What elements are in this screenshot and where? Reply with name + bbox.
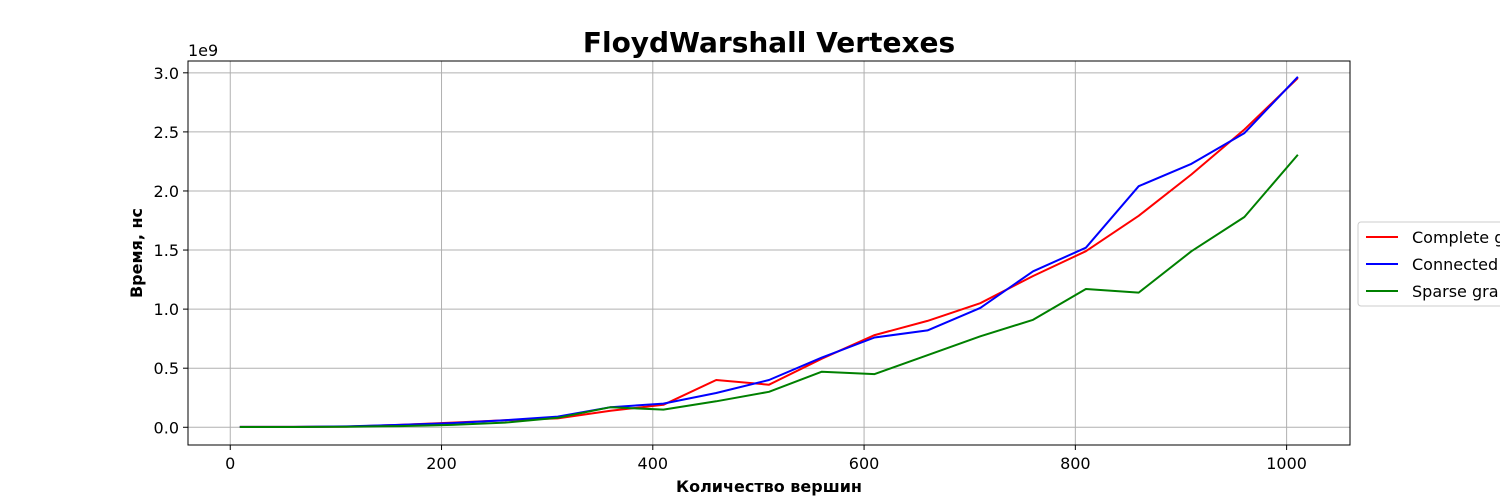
x-tick-label: 600 [849, 454, 880, 473]
x-axis-ticks: 0 200 400 600 800 1000 [225, 445, 1307, 473]
grid [188, 61, 1350, 445]
x-tick-label: 800 [1060, 454, 1091, 473]
plot-series [239, 76, 1299, 428]
y-axis-title: Время, нс [127, 208, 146, 298]
legend-label-sparse-graph: Sparse gra [1412, 282, 1499, 301]
complete-graph-series-line [239, 77, 1299, 428]
y-tick-label: 3.0 [154, 64, 179, 83]
y-tick-label: 1.0 [154, 300, 179, 319]
chart-title: FloydWarshall Vertexes [583, 26, 955, 59]
x-tick-label: 1000 [1266, 454, 1307, 473]
legend-box [1357, 221, 1500, 307]
legend-label-connected-graph: Connected [1412, 255, 1498, 274]
sparse-graph-series-line [239, 154, 1299, 428]
y-axis-ticks: 0.0 0.5 1.0 1.5 2.0 2.5 3.0 [154, 64, 188, 437]
plot-frame [187, 60, 1351, 446]
y-offset-label: 1e9 [188, 41, 218, 60]
y-tick-label: 0.0 [154, 418, 179, 437]
x-tick-label: 400 [638, 454, 669, 473]
connected-graph-series-line [239, 76, 1299, 428]
x-axis-title: Количество вершин [676, 477, 862, 496]
legend-label-complete-graph: Complete g [1412, 228, 1500, 247]
x-tick-label: 200 [426, 454, 457, 473]
y-tick-label: 2.0 [154, 182, 179, 201]
x-tick-label: 0 [225, 454, 235, 473]
y-tick-label: 1.5 [154, 241, 179, 260]
y-tick-label: 0.5 [154, 359, 179, 378]
legend: Complete g Connected Sparse gra [1357, 221, 1500, 307]
y-tick-label: 2.5 [154, 123, 179, 142]
